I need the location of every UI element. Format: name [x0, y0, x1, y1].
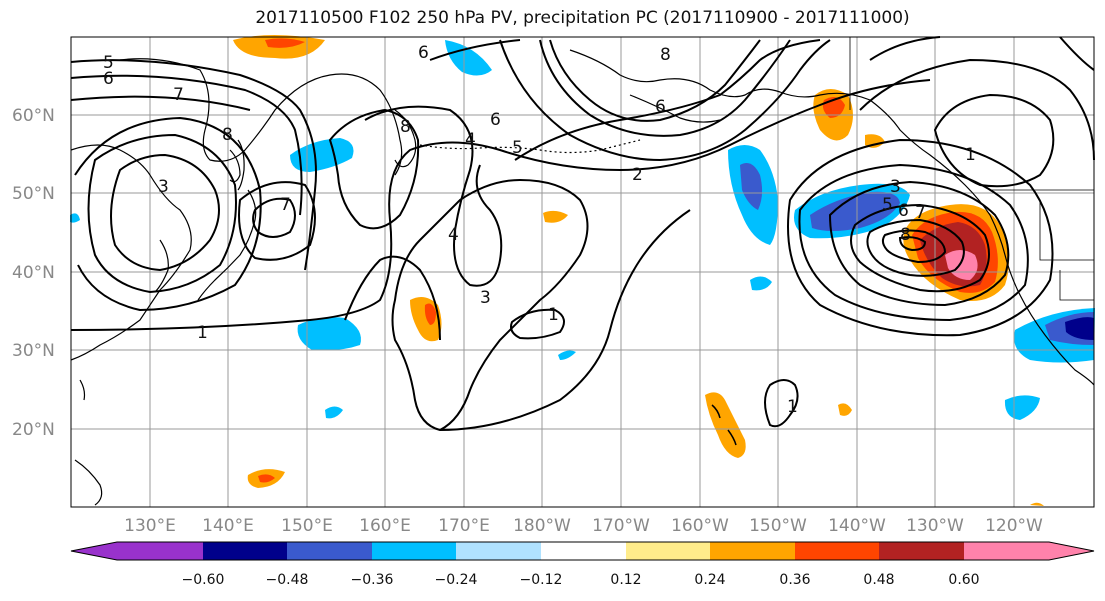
- colorbar-bin: [456, 542, 541, 560]
- contour-label: 7: [915, 203, 926, 223]
- contour-label: 4: [448, 225, 459, 245]
- lon-label: 140°W: [828, 516, 886, 536]
- precip-patch-pos: [865, 134, 885, 148]
- lat-label: 30°N: [12, 341, 55, 361]
- contour-label: 1: [548, 305, 559, 325]
- precip-patch-neg: [445, 40, 492, 76]
- lon-label: 160°E: [359, 516, 411, 536]
- figure-title: 2017110500 F102 250 hPa PV, precipitatio…: [255, 8, 910, 28]
- precip-patch-pos: [838, 403, 852, 416]
- contour-label: 6: [898, 201, 909, 221]
- precip-patch-neg: [810, 191, 900, 231]
- colorbar-bin: [203, 542, 287, 560]
- lon-label: 150°E: [281, 516, 333, 536]
- contour-label: 5: [882, 195, 893, 215]
- contour-label: 2: [632, 165, 643, 185]
- precip-shading: [70, 35, 1095, 506]
- precip-patch-pos: [543, 210, 568, 223]
- contour-label: 1: [787, 397, 798, 417]
- colorbar-tick: −0.48: [266, 572, 309, 588]
- colorbar-bin: [795, 542, 879, 560]
- lon-label: 130°E: [124, 516, 176, 536]
- colorbar-tick: −0.12: [520, 572, 563, 588]
- colorbar-tick: 0.24: [694, 572, 725, 588]
- contour-label: 8: [900, 225, 911, 245]
- contour-label: 8: [400, 117, 411, 137]
- lat-label: 20°N: [12, 420, 55, 440]
- contour-label: 3: [158, 177, 169, 197]
- pv-contours: [70, 36, 1095, 432]
- colorbar: [70, 541, 1095, 561]
- colorbar-ticks: −0.60 −0.48 −0.36 −0.24 −0.12 0.12 0.24 …: [182, 572, 980, 588]
- lat-label: 60°N: [12, 106, 55, 126]
- contour-label: 6: [490, 110, 501, 130]
- colorbar-bin: [964, 542, 1049, 560]
- contour-label: 1: [965, 145, 976, 165]
- contour-label: 8: [660, 45, 671, 65]
- lon-label: 140°E: [202, 516, 254, 536]
- contour-label: 3: [480, 288, 491, 308]
- lon-label: 120°W: [985, 516, 1043, 536]
- colorbar-bin: [117, 542, 203, 560]
- precip-patch-pos: [1030, 502, 1044, 506]
- precip-patch-pos: [265, 38, 305, 48]
- colorbar-extend-min: [71, 542, 117, 560]
- contour-label: 6: [655, 97, 666, 117]
- colorbar-tick: −0.60: [182, 572, 225, 588]
- precip-patch-neg: [325, 406, 343, 419]
- colorbar-tick: 0.48: [863, 572, 894, 588]
- colorbar-tick: 0.12: [610, 572, 641, 588]
- precip-patch-pos: [258, 474, 275, 483]
- colorbar-tick: 0.60: [948, 572, 979, 588]
- colorbar-bin: [287, 542, 372, 560]
- colorbar-extend-max: [1049, 542, 1094, 560]
- precip-patch-pos: [424, 303, 436, 325]
- lon-label: 170°E: [438, 516, 490, 536]
- colorbar-tick: 0.36: [779, 572, 810, 588]
- precip-patch-neg: [1065, 317, 1094, 340]
- colorbar-bin: [879, 542, 964, 560]
- contour-label: 5: [103, 53, 114, 73]
- lon-label: 170°W: [592, 516, 650, 536]
- contour-label: 7: [280, 195, 291, 215]
- lat-label: 50°N: [12, 184, 55, 204]
- precip-patch-neg: [290, 138, 354, 172]
- precip-patch-neg: [297, 317, 361, 351]
- contour-label: 3: [890, 177, 901, 197]
- contour-label: 7: [173, 85, 184, 105]
- precip-patch-neg: [750, 276, 772, 291]
- lon-label: 130°W: [906, 516, 964, 536]
- lon-label: 180°W: [513, 516, 571, 536]
- contour-label: 8: [222, 125, 233, 145]
- colorbar-bin: [372, 542, 456, 560]
- precip-patch-neg: [740, 162, 763, 210]
- lat-label: 40°N: [12, 263, 55, 283]
- contour-label: 5: [512, 138, 523, 158]
- contour-labels: 5 6 7 8 3 7 1 8 6 4 6 5 4 3 1 2 8 6 1 3 …: [103, 43, 976, 417]
- colorbar-bin: [626, 542, 710, 560]
- precip-patch-neg: [70, 213, 80, 223]
- contour-label: 6: [103, 69, 114, 89]
- contour-label: 6: [418, 43, 429, 63]
- lon-label: 160°W: [671, 516, 729, 536]
- map-frame: [70, 36, 1095, 508]
- contour-label: 1: [197, 323, 208, 343]
- contour-label: 4: [465, 130, 476, 150]
- lon-label: 150°W: [749, 516, 807, 536]
- longitude-labels: 130°E 140°E 150°E 160°E 170°E 180°W 170°…: [124, 516, 1043, 536]
- colorbar-bin: [541, 542, 626, 560]
- colorbar-tick: −0.24: [435, 572, 478, 588]
- latitude-labels: 60°N 50°N 40°N 30°N 20°N: [12, 106, 55, 440]
- colorbar-outline: [70, 541, 1095, 561]
- colorbar-bin: [710, 542, 795, 560]
- precip-patch-neg: [558, 350, 576, 360]
- colorbar-tick: −0.36: [351, 572, 394, 588]
